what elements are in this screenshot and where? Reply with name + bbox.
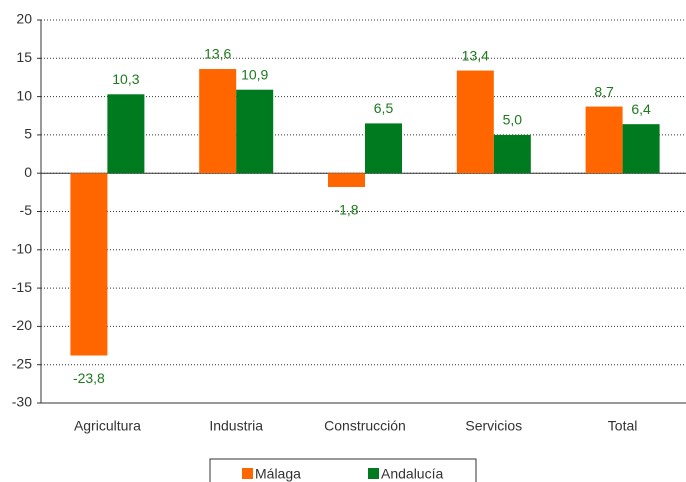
value-label: 13,6 <box>204 46 231 62</box>
y-tick-label: 20 <box>16 11 32 27</box>
value-label: 6,5 <box>374 100 394 116</box>
y-tick-label: 0 <box>24 164 32 180</box>
x-tick-label: Servicios <box>465 418 522 434</box>
y-tick-label: 10 <box>16 87 32 103</box>
value-label: 8,7 <box>594 83 614 99</box>
value-label: 10,9 <box>241 66 268 82</box>
legend-box <box>209 458 477 482</box>
y-tick-label: -5 <box>20 202 33 218</box>
bar <box>236 89 274 174</box>
bar <box>365 123 402 174</box>
y-tick-label: -15 <box>12 279 32 295</box>
y-tick-label: -25 <box>12 355 32 371</box>
bar <box>328 173 365 187</box>
y-tick-label: 15 <box>16 49 32 65</box>
x-tick-label: Construcción <box>324 418 406 434</box>
legend-label: Andalucía <box>381 466 443 482</box>
y-tick-label: -20 <box>12 317 32 333</box>
y-tick-label: 5 <box>24 126 32 142</box>
value-label: 10,3 <box>112 71 139 87</box>
bar <box>199 69 237 174</box>
y-tick-label: -10 <box>12 241 32 257</box>
bar <box>585 106 623 174</box>
legend-label: Málaga <box>255 466 301 482</box>
bar <box>622 124 660 174</box>
legend-swatch <box>368 468 379 479</box>
bar <box>70 173 108 356</box>
value-label: 5,0 <box>503 112 523 128</box>
bar <box>107 94 145 174</box>
x-tick-label: Agricultura <box>74 418 141 434</box>
value-label: -1,8 <box>334 202 358 218</box>
bar <box>456 70 494 174</box>
bar <box>493 134 531 174</box>
value-label: 6,4 <box>631 101 651 117</box>
x-tick-label: Total <box>608 418 638 434</box>
value-label: 13,4 <box>462 47 489 63</box>
y-tick-label: -30 <box>12 394 32 410</box>
value-label: -23,8 <box>73 370 105 386</box>
legend-swatch <box>242 468 253 479</box>
x-tick-label: Industria <box>209 418 263 434</box>
